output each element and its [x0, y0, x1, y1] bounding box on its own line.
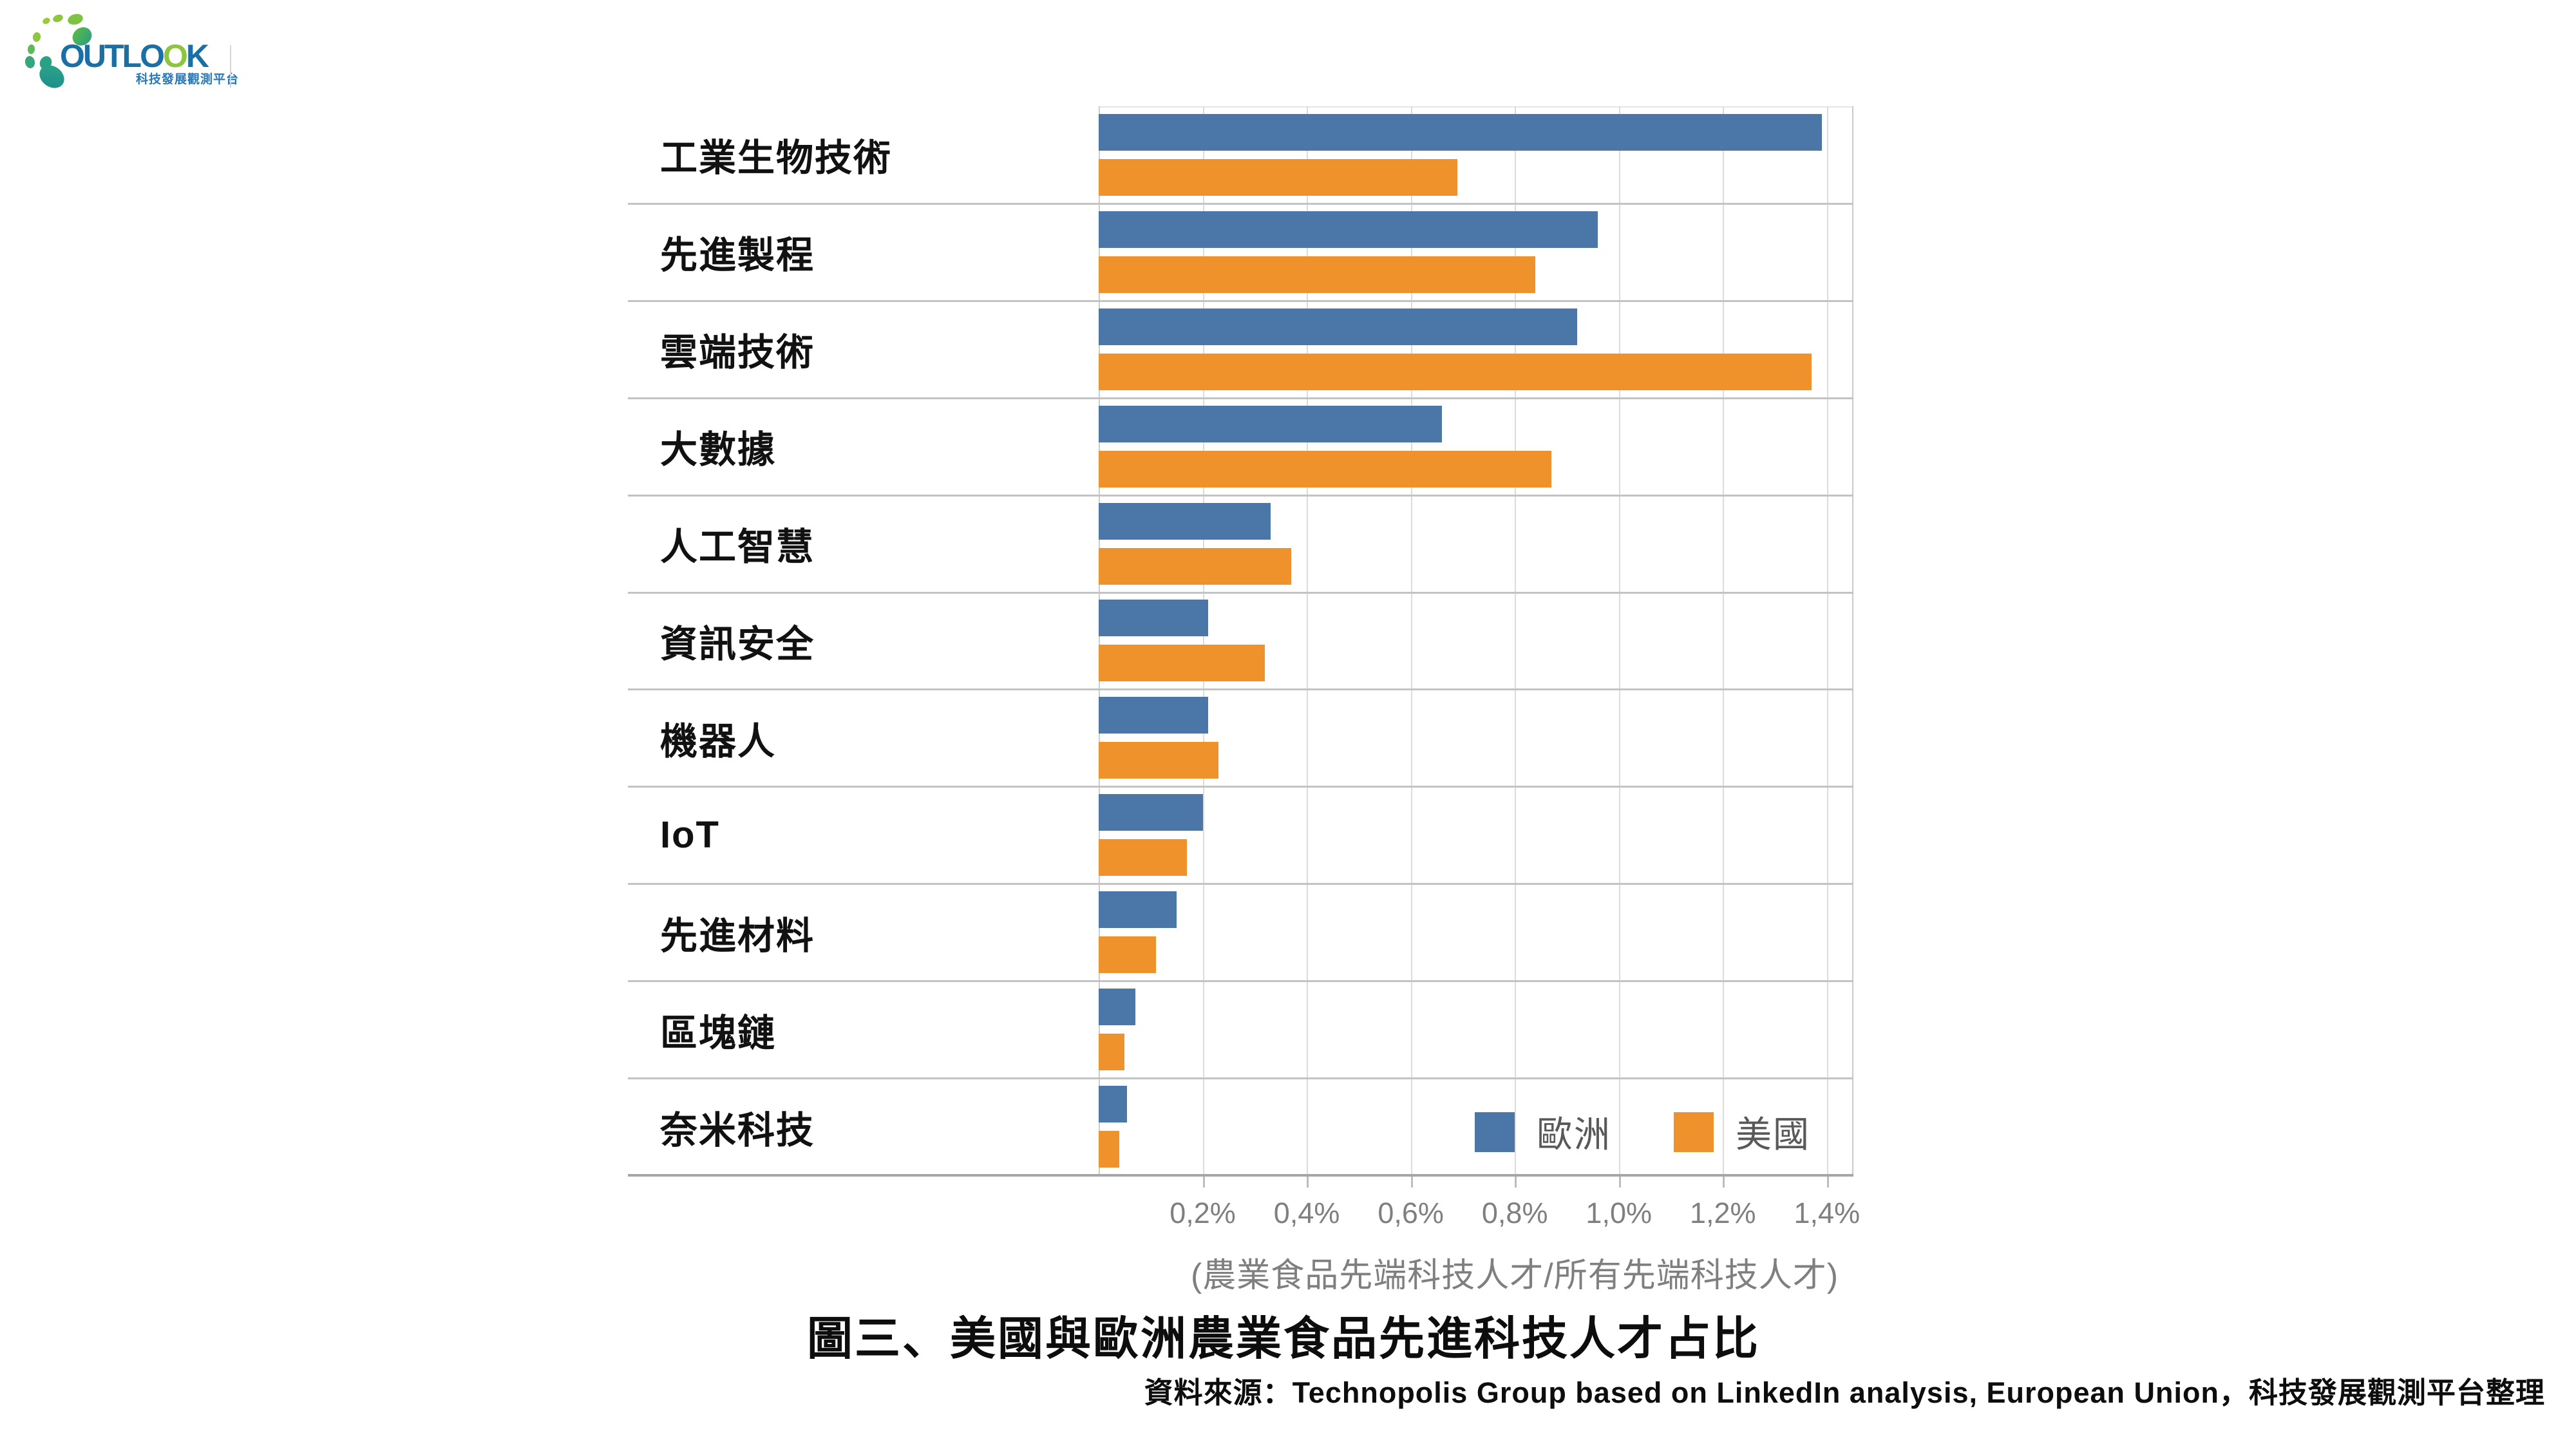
legend-label-europe: 歐洲	[1537, 1114, 1611, 1155]
category-row	[1099, 1078, 1853, 1175]
legend-swatch-europe	[1475, 1112, 1515, 1152]
europe-bar	[1099, 211, 1598, 248]
us-bar	[1099, 256, 1536, 293]
logo-dot	[66, 12, 84, 26]
x-tick-mark	[1723, 1177, 1725, 1188]
x-tick-mark	[1307, 1177, 1309, 1188]
gridline	[1410, 106, 1412, 1175]
category-row	[1099, 301, 1853, 398]
gridline	[1826, 106, 1828, 1175]
category-row	[1099, 981, 1853, 1078]
logo-brand-green-o: O	[162, 38, 188, 74]
bars-layer	[1099, 106, 1853, 1175]
x-axis-ticks	[1099, 1177, 1853, 1191]
plot-top-border	[1099, 106, 1853, 108]
us-bar	[1099, 936, 1156, 974]
europe-bar	[1099, 502, 1271, 540]
category-row	[1099, 398, 1853, 495]
category-row	[1099, 106, 1853, 204]
category-label: 先進製程	[660, 234, 815, 277]
y-axis-line	[1099, 106, 1100, 1175]
category-label: 先進材料	[660, 914, 815, 957]
us-bar	[1099, 158, 1458, 196]
x-tick-label: 1,0%	[1586, 1197, 1653, 1229]
gridline	[1202, 106, 1204, 1175]
legend-item-us: 美國	[1674, 1106, 1810, 1158]
legend: 歐洲 美國	[1475, 1106, 1810, 1158]
europe-bar	[1099, 308, 1578, 345]
category-label: 資訊安全	[660, 623, 815, 665]
x-tick-label: 1,4%	[1794, 1197, 1861, 1229]
gridline	[1618, 106, 1620, 1175]
plot-area: 歐洲 美國	[1099, 106, 1853, 1175]
x-tick-mark	[1410, 1177, 1413, 1188]
logo-brand-blue-part: OUTLO	[60, 38, 165, 74]
x-tick-label: 0,8%	[1481, 1197, 1548, 1229]
category-labels-column: 工業生物技術 先進製程雲端技術大數據人工智慧資訊安全機器人 IoT 先進材料區塊鏈奈米…	[660, 106, 1085, 1175]
category-label: 奈米科技	[660, 1109, 815, 1151]
category-row	[1099, 592, 1853, 690]
category-row	[1099, 495, 1853, 592]
x-tick-label: 0,6%	[1378, 1197, 1444, 1229]
category-label: IoT	[660, 814, 720, 857]
x-axis-label: (農業食品先端科技人才/所有先端科技人才)	[1190, 1257, 1839, 1294]
europe-bar	[1099, 794, 1203, 831]
outlook-logo: OUTLOOK 科技發展觀測平台	[16, 8, 238, 95]
gridline	[1307, 106, 1309, 1175]
category-label: 區塊鏈	[660, 1012, 777, 1054]
legend-swatch-us	[1674, 1112, 1714, 1152]
us-bar	[1099, 839, 1188, 876]
category-row	[1099, 689, 1853, 786]
x-tick-label: 0,4%	[1273, 1197, 1340, 1229]
x-tick-mark	[1826, 1177, 1829, 1188]
us-bar	[1099, 547, 1291, 585]
category-row	[1099, 204, 1853, 301]
logo-brand: OUTLOOK	[60, 38, 209, 74]
category-label: 工業生物技術	[660, 137, 893, 180]
europe-bar	[1099, 989, 1135, 1026]
europe-bar	[1099, 600, 1208, 637]
gridline	[1515, 106, 1517, 1175]
logo-brand-blue-k: K	[185, 38, 209, 74]
europe-bar	[1099, 891, 1177, 929]
us-bar	[1099, 645, 1265, 682]
us-bar	[1099, 450, 1551, 488]
x-tick-label: 0,2%	[1170, 1197, 1236, 1229]
gridline	[1723, 106, 1725, 1175]
legend-item-europe: 歐洲	[1475, 1106, 1611, 1158]
x-tick-label: 1,2%	[1689, 1197, 1756, 1229]
logo-dot	[26, 44, 35, 54]
logo-dot	[32, 31, 42, 43]
source-note: 資料來源：Technopolis Group based on LinkedIn…	[1144, 1376, 2545, 1409]
x-tick-mark	[1618, 1177, 1621, 1188]
category-label: 機器人	[660, 720, 777, 762]
us-bar	[1099, 1034, 1125, 1071]
x-axis-tick-labels: 0,2% 0,4% 0,6% 0,8% 1,0% 1,2% 1,4%	[1099, 1197, 1860, 1238]
europe-bar	[1099, 405, 1443, 442]
category-label: 人工智慧	[660, 526, 815, 569]
x-tick-mark	[1202, 1177, 1205, 1188]
logo-dot	[52, 13, 64, 23]
logo-dot	[41, 16, 52, 25]
category-row	[1099, 884, 1853, 981]
logo-divider	[230, 45, 231, 88]
plot-right-border	[1852, 106, 1853, 1175]
logo-dot	[23, 55, 36, 69]
category-label: 雲端技術	[660, 332, 815, 374]
logo-subtitle: 科技發展觀測平台	[136, 73, 240, 86]
category-row	[1099, 786, 1853, 884]
europe-bar	[1099, 697, 1208, 734]
us-bar	[1099, 1131, 1120, 1168]
europe-bar	[1099, 1086, 1128, 1123]
us-bar	[1099, 742, 1218, 779]
chart-title: 圖三、美國與歐洲農業食品先進科技人才占比	[807, 1314, 1761, 1365]
legend-label-us: 美國	[1736, 1114, 1810, 1155]
europe-bar	[1099, 113, 1822, 151]
x-tick-mark	[1515, 1177, 1517, 1188]
category-label: 大數據	[660, 429, 777, 471]
us-bar	[1099, 353, 1812, 390]
